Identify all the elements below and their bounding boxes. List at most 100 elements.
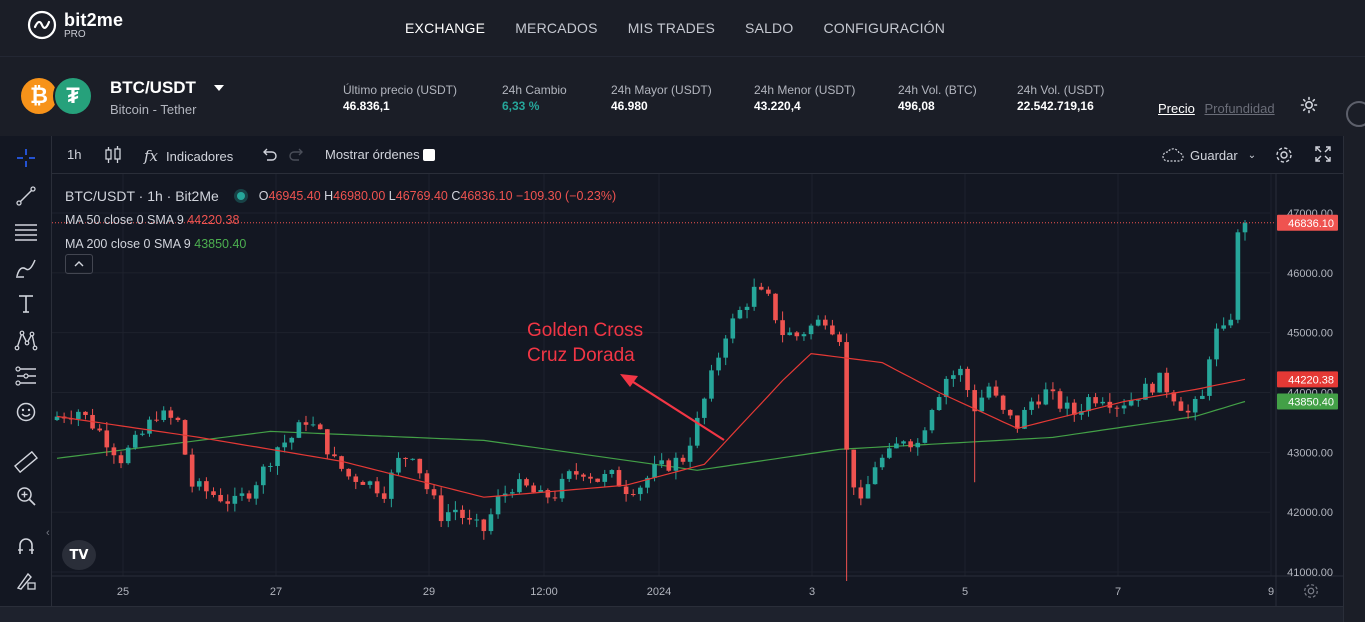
magnet-icon[interactable] bbox=[13, 534, 39, 558]
candle-body bbox=[1114, 407, 1120, 409]
axis-settings-gear-icon[interactable] bbox=[1302, 582, 1320, 600]
candle-body bbox=[1157, 372, 1162, 393]
fullscreen-icon[interactable] bbox=[1314, 145, 1332, 163]
candle-body bbox=[1178, 401, 1184, 411]
indicators-button[interactable]: fx Indicadores bbox=[144, 147, 233, 165]
candle-body bbox=[1150, 383, 1155, 393]
candle-body bbox=[1015, 415, 1020, 429]
candle-body bbox=[488, 514, 494, 532]
candle-body bbox=[1022, 409, 1027, 429]
candle-body bbox=[1200, 395, 1205, 399]
show-orders-toggle[interactable]: Mostrar órdenes bbox=[325, 147, 435, 162]
tab-profundidad[interactable]: Profundidad bbox=[1204, 101, 1275, 116]
candle-body bbox=[438, 495, 444, 522]
candle-body bbox=[125, 447, 131, 464]
candle-body bbox=[1121, 405, 1127, 409]
candle-body bbox=[1214, 328, 1219, 360]
candle-body bbox=[638, 487, 643, 495]
pair-selector[interactable]: BTC/USDT Bitcoin - Tether bbox=[110, 78, 224, 117]
candle-body bbox=[673, 457, 679, 471]
candle-body bbox=[773, 293, 778, 321]
nav-mis-trades[interactable]: MIS TRADES bbox=[627, 20, 715, 36]
undo-icon[interactable] bbox=[260, 145, 278, 163]
horizontal-lines-icon[interactable] bbox=[13, 220, 39, 244]
right-side-strip bbox=[1343, 136, 1365, 622]
lock-drawings-icon[interactable] bbox=[13, 568, 39, 592]
tradingview-logo-icon[interactable]: TV bbox=[62, 540, 96, 570]
candle-body bbox=[943, 378, 949, 398]
ohlc-low: 46769.40 bbox=[395, 189, 448, 203]
caret-down-icon bbox=[213, 85, 224, 91]
candle-body bbox=[929, 410, 935, 431]
candle-body bbox=[595, 478, 600, 482]
zoom-in-icon[interactable] bbox=[13, 484, 39, 508]
fib-tool-icon[interactable] bbox=[13, 364, 39, 388]
nav-mercados[interactable]: MERCADOS bbox=[515, 20, 598, 36]
chart-legend: BTC/USDT · 1h · Bit2Me O 46945.40 H 46980.… bbox=[65, 184, 616, 256]
candle-body bbox=[1192, 398, 1198, 413]
candle-body bbox=[282, 442, 287, 448]
tab-precio[interactable]: Precio bbox=[1158, 101, 1195, 116]
candle-body bbox=[758, 286, 764, 290]
candle-style-icon[interactable] bbox=[104, 145, 122, 165]
candle-body bbox=[509, 492, 515, 494]
candle-body bbox=[1000, 395, 1006, 410]
brush-icon[interactable] bbox=[13, 256, 39, 280]
drawing-toolbar bbox=[0, 136, 52, 606]
crosshair-icon[interactable] bbox=[13, 146, 39, 170]
collapse-tools-chevron-icon[interactable]: ‹ bbox=[46, 527, 50, 539]
ruler-icon[interactable] bbox=[13, 450, 39, 474]
candle-body bbox=[844, 342, 849, 450]
stat-value: 46.836,1 bbox=[343, 99, 390, 113]
settings-gear-icon[interactable] bbox=[1274, 145, 1294, 165]
ma200-layer bbox=[56, 400, 1246, 471]
tether-coin-icon: ₮ bbox=[53, 76, 93, 116]
candle-body bbox=[83, 411, 88, 415]
candle-body bbox=[602, 474, 608, 482]
candle-body bbox=[410, 458, 415, 460]
candle-body bbox=[1086, 397, 1091, 412]
price-chart[interactable]: 47000.0046000.0045000.0044000.0043000.00… bbox=[0, 174, 1343, 606]
nav-exchange[interactable]: EXCHANGE bbox=[405, 20, 486, 36]
pattern-tool-icon[interactable] bbox=[13, 328, 39, 352]
ohlc-open: 46945.40 bbox=[268, 189, 321, 203]
time-tick-label: 7 bbox=[1115, 586, 1121, 598]
candle-body bbox=[1143, 383, 1148, 400]
candle-body bbox=[951, 375, 956, 379]
stat-value: 43.220,4 bbox=[754, 99, 801, 113]
stat-label: 24h Vol. (BTC) bbox=[898, 83, 977, 97]
redo-icon[interactable] bbox=[288, 145, 306, 163]
collapse-legend-button[interactable] bbox=[65, 254, 93, 274]
save-button[interactable]: Guardar ⌄ bbox=[1161, 147, 1256, 163]
ohlc-close-label: C bbox=[451, 189, 461, 203]
main-menu: EXCHANGE MERCADOS MIS TRADES SALDO CONFI… bbox=[390, 0, 960, 56]
last-price-tag-bg bbox=[1277, 214, 1338, 231]
candle-body bbox=[972, 390, 977, 412]
bitcoin-coin-icon: ₿ bbox=[19, 76, 59, 116]
ma200-label[interactable]: MA 200 close 0 SMA 9 bbox=[65, 237, 191, 251]
ma50-value: 44220.38 bbox=[187, 213, 240, 227]
stat-value: 22.542.719,16 bbox=[1017, 99, 1094, 113]
show-orders-checkbox[interactable] bbox=[422, 148, 435, 161]
theme-toggle-sun-icon[interactable] bbox=[1300, 96, 1318, 114]
stat-label: 24h Menor (USDT) bbox=[754, 83, 856, 97]
brand-logo[interactable]: bit2me PRO bbox=[27, 10, 123, 40]
candle-body bbox=[76, 411, 81, 420]
side-panel-icon[interactable] bbox=[1346, 101, 1365, 127]
stat-label: Último precio (USDT) bbox=[343, 83, 458, 97]
candle-body bbox=[147, 419, 152, 434]
candle-body bbox=[588, 476, 593, 479]
nav-saldo[interactable]: SALDO bbox=[745, 20, 794, 36]
candle-body bbox=[481, 519, 487, 532]
interval-button[interactable]: 1h bbox=[67, 147, 82, 162]
candle-body bbox=[339, 456, 344, 469]
nav-configuracion[interactable]: CONFIGURACIÓN bbox=[823, 20, 946, 36]
trend-line-icon[interactable] bbox=[13, 184, 39, 208]
ma50-label[interactable]: MA 50 close 0 SMA 9 bbox=[65, 213, 184, 227]
chevron-up-icon bbox=[74, 261, 84, 267]
chart-container bbox=[0, 136, 1343, 606]
text-tool-icon[interactable] bbox=[13, 292, 39, 316]
candle-body bbox=[894, 443, 899, 449]
candle-body bbox=[104, 430, 110, 448]
emoji-icon[interactable] bbox=[13, 400, 39, 424]
